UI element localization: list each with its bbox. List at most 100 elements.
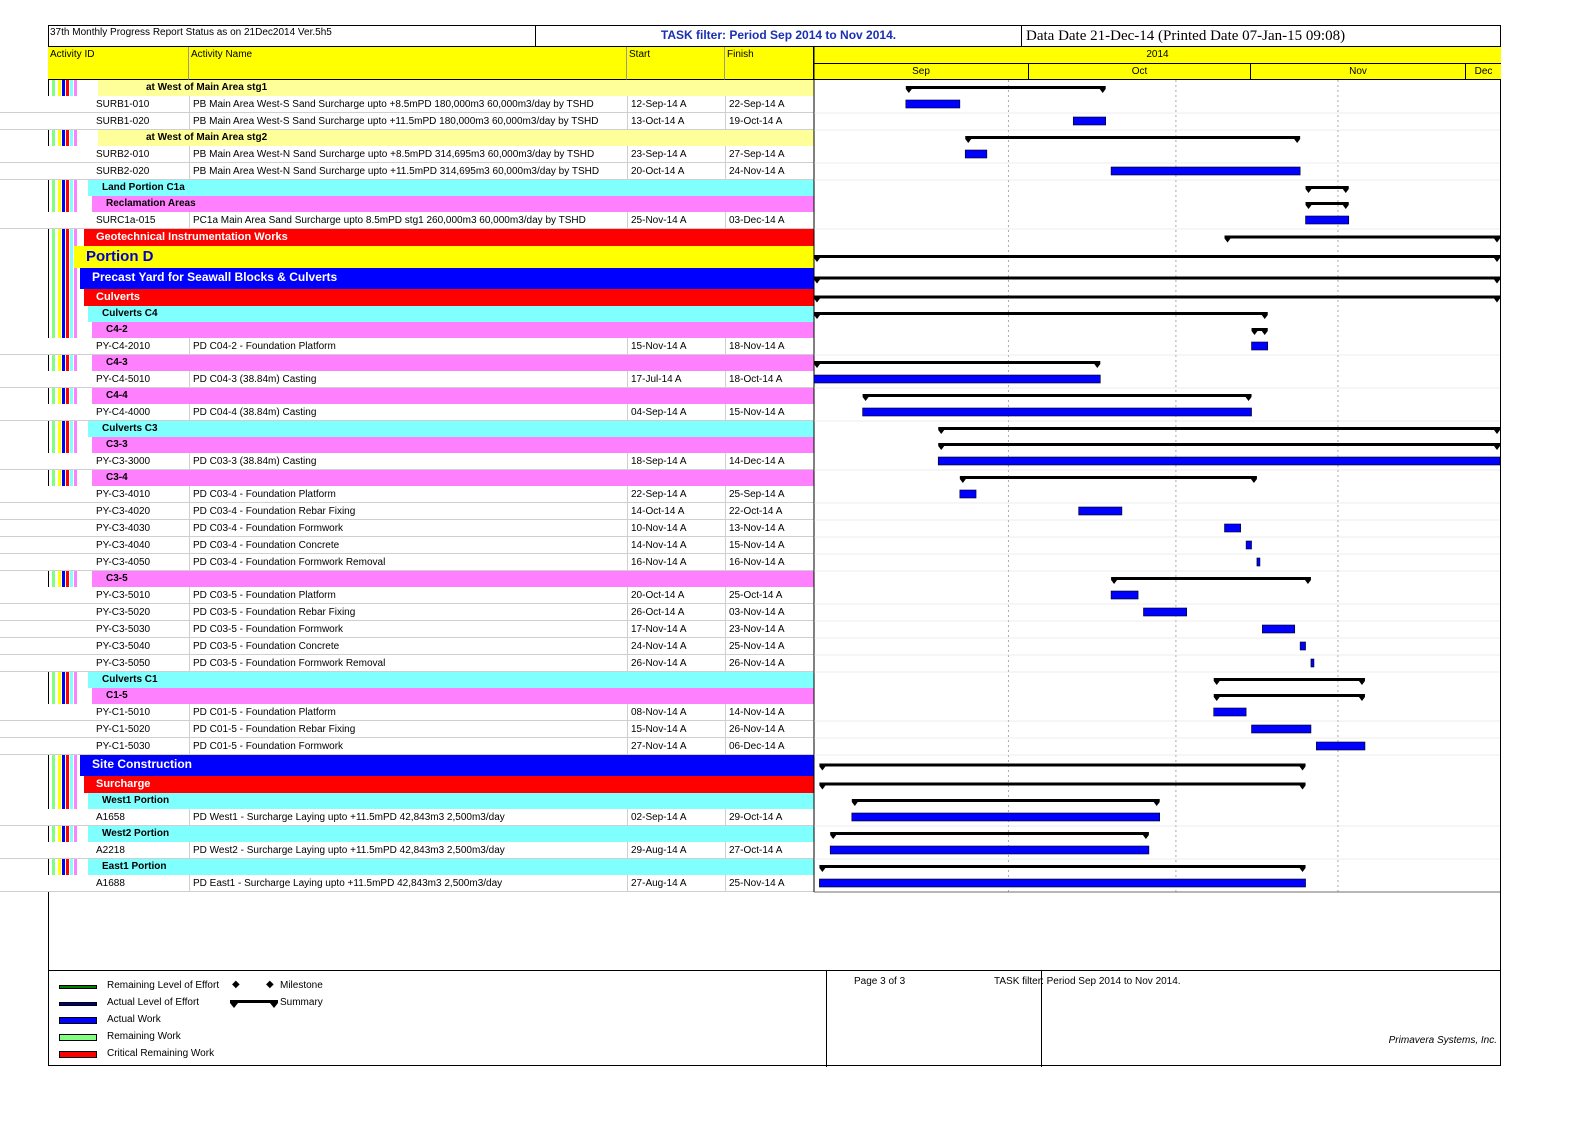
actual-work-bar [1072,116,1106,126]
activity-name: PD C01-5 - Foundation Rebar Fixing [189,721,627,737]
wbs-band[interactable]: C4-4 [92,388,814,404]
summary-bar [1251,328,1268,335]
activity-row[interactable]: PY-C1-5030 PD C01-5 - Foundation Formwork… [0,738,814,755]
activity-row[interactable]: SURB2-010 PB Main Area West-N Sand Surcha… [0,146,814,163]
wbs-label: Culverts [96,291,141,303]
wbs-label: East1 Portion [102,861,167,872]
activity-start: 02-Sep-14 A [627,809,725,825]
activity-id: PY-C4-5010 [96,374,151,385]
timeline-month-oct: Oct [1029,64,1251,80]
legend-task-filter: TASK filter: Period Sep 2014 to Nov 2014… [994,976,1181,987]
wbs-band[interactable]: C3-3 [92,437,814,453]
activity-id: SURB2-020 [96,166,150,177]
legend-summary-icon [230,1000,278,1008]
activity-row[interactable]: A1658 PD West1 - Surcharge Laying upto +1… [0,809,814,826]
wbs-label: C3-3 [106,439,128,450]
summary-bar [1305,202,1349,209]
legend-label: Actual Work [107,1014,161,1025]
activity-start: 14-Nov-14 A [627,537,725,553]
activity-row[interactable]: PY-C3-5030 PD C03-5 - Foundation Formwork… [0,621,814,638]
activity-row[interactable]: PY-C3-3000 PD C03-3 (38.84m) Casting 18-Se… [0,453,814,470]
activity-row[interactable]: PY-C1-5010 PD C01-5 - Foundation Platform… [0,704,814,721]
activity-row[interactable]: SURB1-020 PB Main Area West-S Sand Surcha… [0,113,814,130]
activity-finish: 23-Nov-14 A [725,621,814,637]
activity-row[interactable]: PY-C3-5040 PD C03-5 - Foundation Concrete… [0,638,814,655]
summary-bar [830,832,1149,839]
activity-row[interactable]: A2218 PD West2 - Surcharge Laying upto +1… [0,842,814,859]
wbs-band[interactable]: West1 Portion [88,793,814,809]
wbs-band[interactable]: Land Portion C1a [88,180,814,196]
legend-swatch-actual-loe [59,1002,97,1006]
wbs-band[interactable]: West2 Portion [88,826,814,842]
activity-id: A1688 [96,878,125,889]
actual-work-bar [1078,506,1123,516]
wbs-band[interactable]: Culverts C3 [88,421,814,437]
activity-start: 18-Sep-14 A [627,453,725,469]
activity-id: PY-C3-5020 [96,607,151,618]
wbs-band[interactable]: Culverts C4 [88,306,814,322]
activity-row[interactable]: SURB1-010 PB Main Area West-S Sand Surcha… [0,96,814,113]
activity-start: 15-Nov-14 A [627,338,725,354]
activity-row[interactable]: PY-C3-4030 PD C03-4 - Foundation Formwork… [0,520,814,537]
activity-row[interactable]: PY-C3-5010 PD C03-5 - Foundation Platform… [0,587,814,604]
activity-id: PY-C3-4020 [96,506,151,517]
activity-row[interactable]: PY-C4-5010 PD C04-3 (38.84m) Casting 17-Ju… [0,371,814,388]
activity-row[interactable]: A1688 PD East1 - Surcharge Laying upto +1… [0,875,814,892]
summary-bar [959,476,1257,483]
wbs-band[interactable]: Geotechnical Instrumentation Works [84,229,814,246]
wbs-band[interactable]: C4-3 [92,355,814,371]
activity-name: PD C03-5 - Foundation Formwork Removal [189,655,627,671]
activity-finish: 25-Sep-14 A [725,486,814,502]
activity-row[interactable]: PY-C3-4040 PD C03-4 - Foundation Concrete… [0,537,814,554]
summary-bar [814,255,1500,262]
actual-work-bar [829,845,1150,855]
wbs-band[interactable]: Reclamation Areas [92,196,814,212]
column-header-activity-id[interactable]: Activity ID [48,47,189,80]
wbs-band[interactable]: Culverts [84,289,814,306]
activity-row[interactable]: PY-C3-5020 PD C03-5 - Foundation Rebar Fi… [0,604,814,621]
wbs-band[interactable]: C1-5 [92,688,814,704]
activity-row[interactable]: SURC1a-015 PC1a Main Area Sand Surcharge … [0,212,814,229]
legend-panel: Remaining Level of Effort Actual Level o… [48,970,1501,1067]
actual-work-bar [1110,166,1301,176]
activity-row[interactable]: PY-C1-5020 PD C01-5 - Foundation Rebar Fi… [0,721,814,738]
wbs-band[interactable]: C3-4 [92,470,814,486]
wbs-band[interactable]: Culverts C1 [88,672,814,688]
wbs-band[interactable]: East1 Portion [88,859,814,875]
wbs-band[interactable]: at West of Main Area stg2 [98,130,814,146]
wbs-band[interactable]: Site Construction [80,755,814,776]
activity-row[interactable]: PY-C3-4010 PD C03-4 - Foundation Platform… [0,486,814,503]
activity-row[interactable]: SURB2-020 PB Main Area West-N Sand Surcha… [0,163,814,180]
activity-name: PD West2 - Surcharge Laying upto +11.5mP… [189,842,627,858]
report-title: 37th Monthly Progress Report Status as o… [48,25,536,47]
wbs-band[interactable]: Portion D [74,246,814,268]
activity-row[interactable]: PY-C3-4050 PD C03-4 - Foundation Formwork… [0,554,814,571]
activity-row[interactable]: PY-C3-4020 PD C03-4 - Foundation Rebar Fi… [0,503,814,520]
activity-row[interactable]: PY-C4-2010 PD C04-2 - Foundation Platform… [0,338,814,355]
activity-id: PY-C3-5030 [96,624,151,635]
activity-id: SURC1a-015 [96,215,156,226]
wbs-band[interactable]: at West of Main Area stg1 [98,80,814,96]
activity-row[interactable]: PY-C4-4000 PD C04-4 (38.84m) Casting 04-Se… [0,404,814,421]
actual-work-bar [1310,658,1315,668]
wbs-label: Culverts C3 [102,423,158,434]
legend-swatch-remaining-work [59,1034,97,1041]
column-header-start[interactable]: Start [627,47,725,80]
activity-row[interactable]: PY-C3-5050 PD C03-5 - Foundation Formwork… [0,655,814,672]
wbs-band[interactable]: Precast Yard for Seawall Blocks & Culver… [80,268,814,289]
activity-name: PD C03-4 - Foundation Platform [189,486,627,502]
column-header-activity-name[interactable]: Activity Name [189,47,627,80]
wbs-band[interactable]: C3-5 [92,571,814,587]
wbs-band[interactable]: Surcharge [84,776,814,793]
wbs-label: C3-5 [106,573,128,584]
activity-name: PB Main Area West-S Sand Surcharge upto … [189,96,627,112]
wbs-band[interactable]: C4-2 [92,322,814,338]
summary-bar [938,427,1500,434]
activity-finish: 27-Sep-14 A [725,146,814,162]
wbs-label: C3-4 [106,472,128,483]
activity-finish: 25-Nov-14 A [725,638,814,654]
activity-id: PY-C3-5040 [96,641,151,652]
page-number: Page 3 of 3 [854,976,906,987]
activity-id: PY-C3-3000 [96,456,151,467]
legend-label: Remaining Work [107,1031,181,1042]
